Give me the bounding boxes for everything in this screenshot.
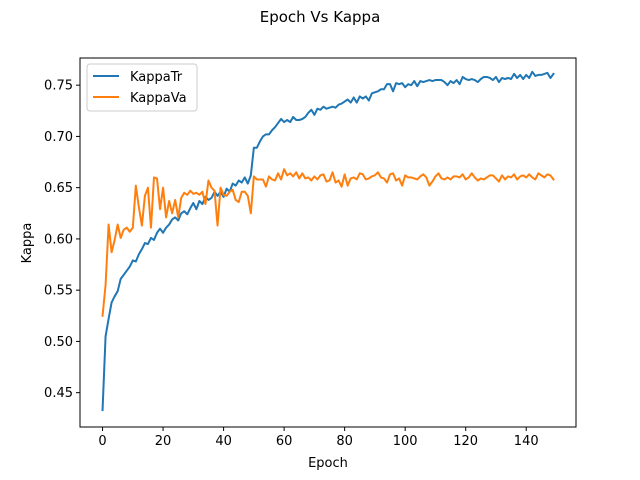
x-axis-ticks: 0 20 40 60 80 100 120 140 [98,427,539,449]
x-tick-label: 120 [453,434,478,449]
y-tick-label: 0.70 [44,130,73,145]
series-layer [101,70,555,412]
x-axis-label: Epoch [308,456,348,471]
y-tick-label: 0.75 [44,79,73,94]
legend-label-kappava: KappaVa [130,91,187,106]
x-tick-label: 80 [336,434,353,449]
legend-label-kappatr: KappaTr [130,70,183,85]
y-tick-label: 0.60 [44,232,73,247]
plot-area [79,57,577,428]
x-tick-label: 140 [514,434,539,449]
series-line-kappava [101,168,555,317]
plot-frame [79,57,577,428]
y-tick-label: 0.65 [44,181,73,196]
x-tick-label: 100 [393,434,418,449]
y-tick-label: 0.50 [44,335,73,350]
y-tick-label: 0.45 [44,386,73,401]
series-line-kappatr [101,70,555,412]
x-tick-label: 0 [98,434,106,449]
x-tick-label: 20 [155,434,172,449]
y-tick-label: 0.55 [44,284,73,299]
chart-title: Epoch Vs Kappa [260,8,381,26]
x-tick-label: 60 [276,434,293,449]
legend: KappaTr KappaVa [86,63,198,112]
y-axis-ticks: 0.45 0.50 0.55 0.60 0.65 0.70 0.75 [44,79,80,401]
x-tick-label: 40 [215,434,232,449]
y-axis-label: Kappa [20,223,35,264]
